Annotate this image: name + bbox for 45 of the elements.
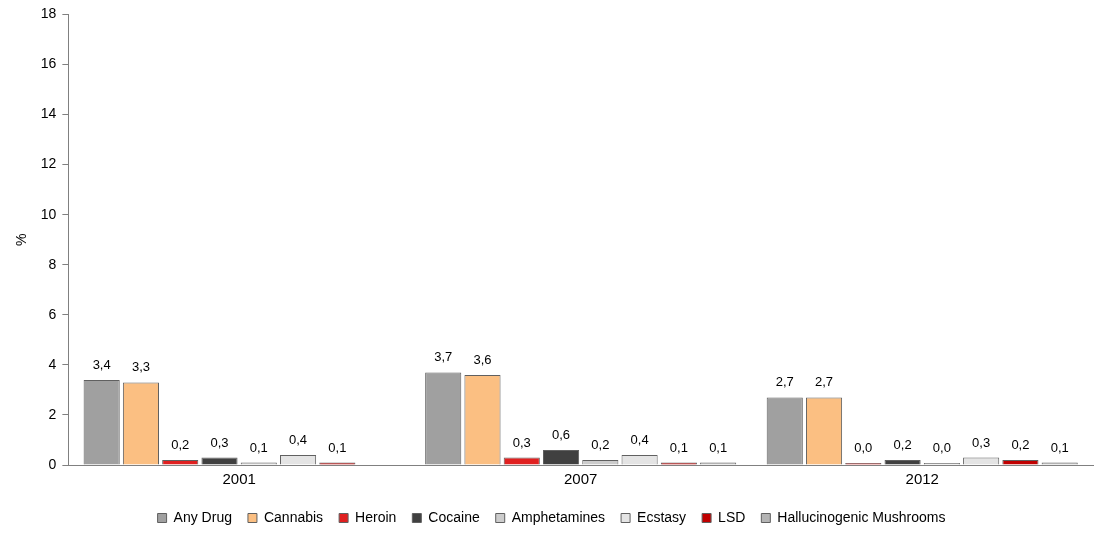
legend-label: Cannabis (263, 508, 324, 525)
y-tick-label: 14 (40, 105, 57, 122)
data-label: 2,7 (815, 374, 834, 390)
data-label: 0,2 (591, 437, 610, 453)
data-label: 0,1 (669, 439, 688, 455)
legend-label: Ecstasy (637, 508, 687, 525)
legend-label: Any Drug (173, 508, 232, 525)
y-tick-label: 16 (40, 55, 57, 72)
data-label: 0,2 (893, 437, 912, 453)
data-label: 3,3 (131, 359, 150, 375)
data-label: 0,6 (552, 427, 571, 443)
data-label: 0,3 (972, 434, 991, 450)
data-label: 0,4 (630, 432, 649, 448)
data-label: 0,3 (512, 434, 531, 450)
legend-label: Hallucinogenic Mushrooms (777, 508, 946, 525)
data-label: 0,1 (1050, 439, 1069, 455)
y-axis-title: % (13, 233, 30, 246)
y-tick-label: 2 (48, 405, 57, 422)
data-label: 2,7 (775, 374, 794, 390)
data-label: 0,1 (709, 439, 728, 455)
y-tick-label: 6 (48, 305, 57, 322)
data-label: 0,2 (1011, 437, 1030, 453)
data-label: 3,6 (473, 351, 492, 367)
legend-label: Heroin (355, 508, 397, 525)
x-tick-label: 2012 (905, 470, 939, 488)
y-tick-label: 8 (48, 255, 57, 272)
data-label: 0,1 (249, 439, 268, 455)
legend-label: Amphetamines (511, 508, 606, 525)
x-tick-label: 2001 (222, 470, 256, 488)
x-tick-label: 2007 (564, 470, 598, 488)
y-tick-label: 0 (48, 455, 57, 472)
data-label: 0,0 (932, 440, 951, 456)
y-tick-label: 18 (40, 5, 57, 22)
legend-label: Cocaine (428, 508, 480, 525)
data-label: 3,7 (434, 349, 453, 365)
y-tick-label: 12 (40, 155, 57, 172)
y-tick-label: 4 (48, 355, 57, 372)
data-label: 0,0 (854, 440, 873, 456)
data-label: 0,3 (210, 434, 229, 450)
legend-label: LSD (718, 508, 746, 525)
data-label: 0,1 (328, 439, 347, 455)
data-label: 0,2 (171, 437, 190, 453)
data-label: 0,4 (289, 432, 308, 448)
data-label: 3,4 (92, 356, 111, 372)
y-tick-label: 10 (40, 205, 57, 222)
